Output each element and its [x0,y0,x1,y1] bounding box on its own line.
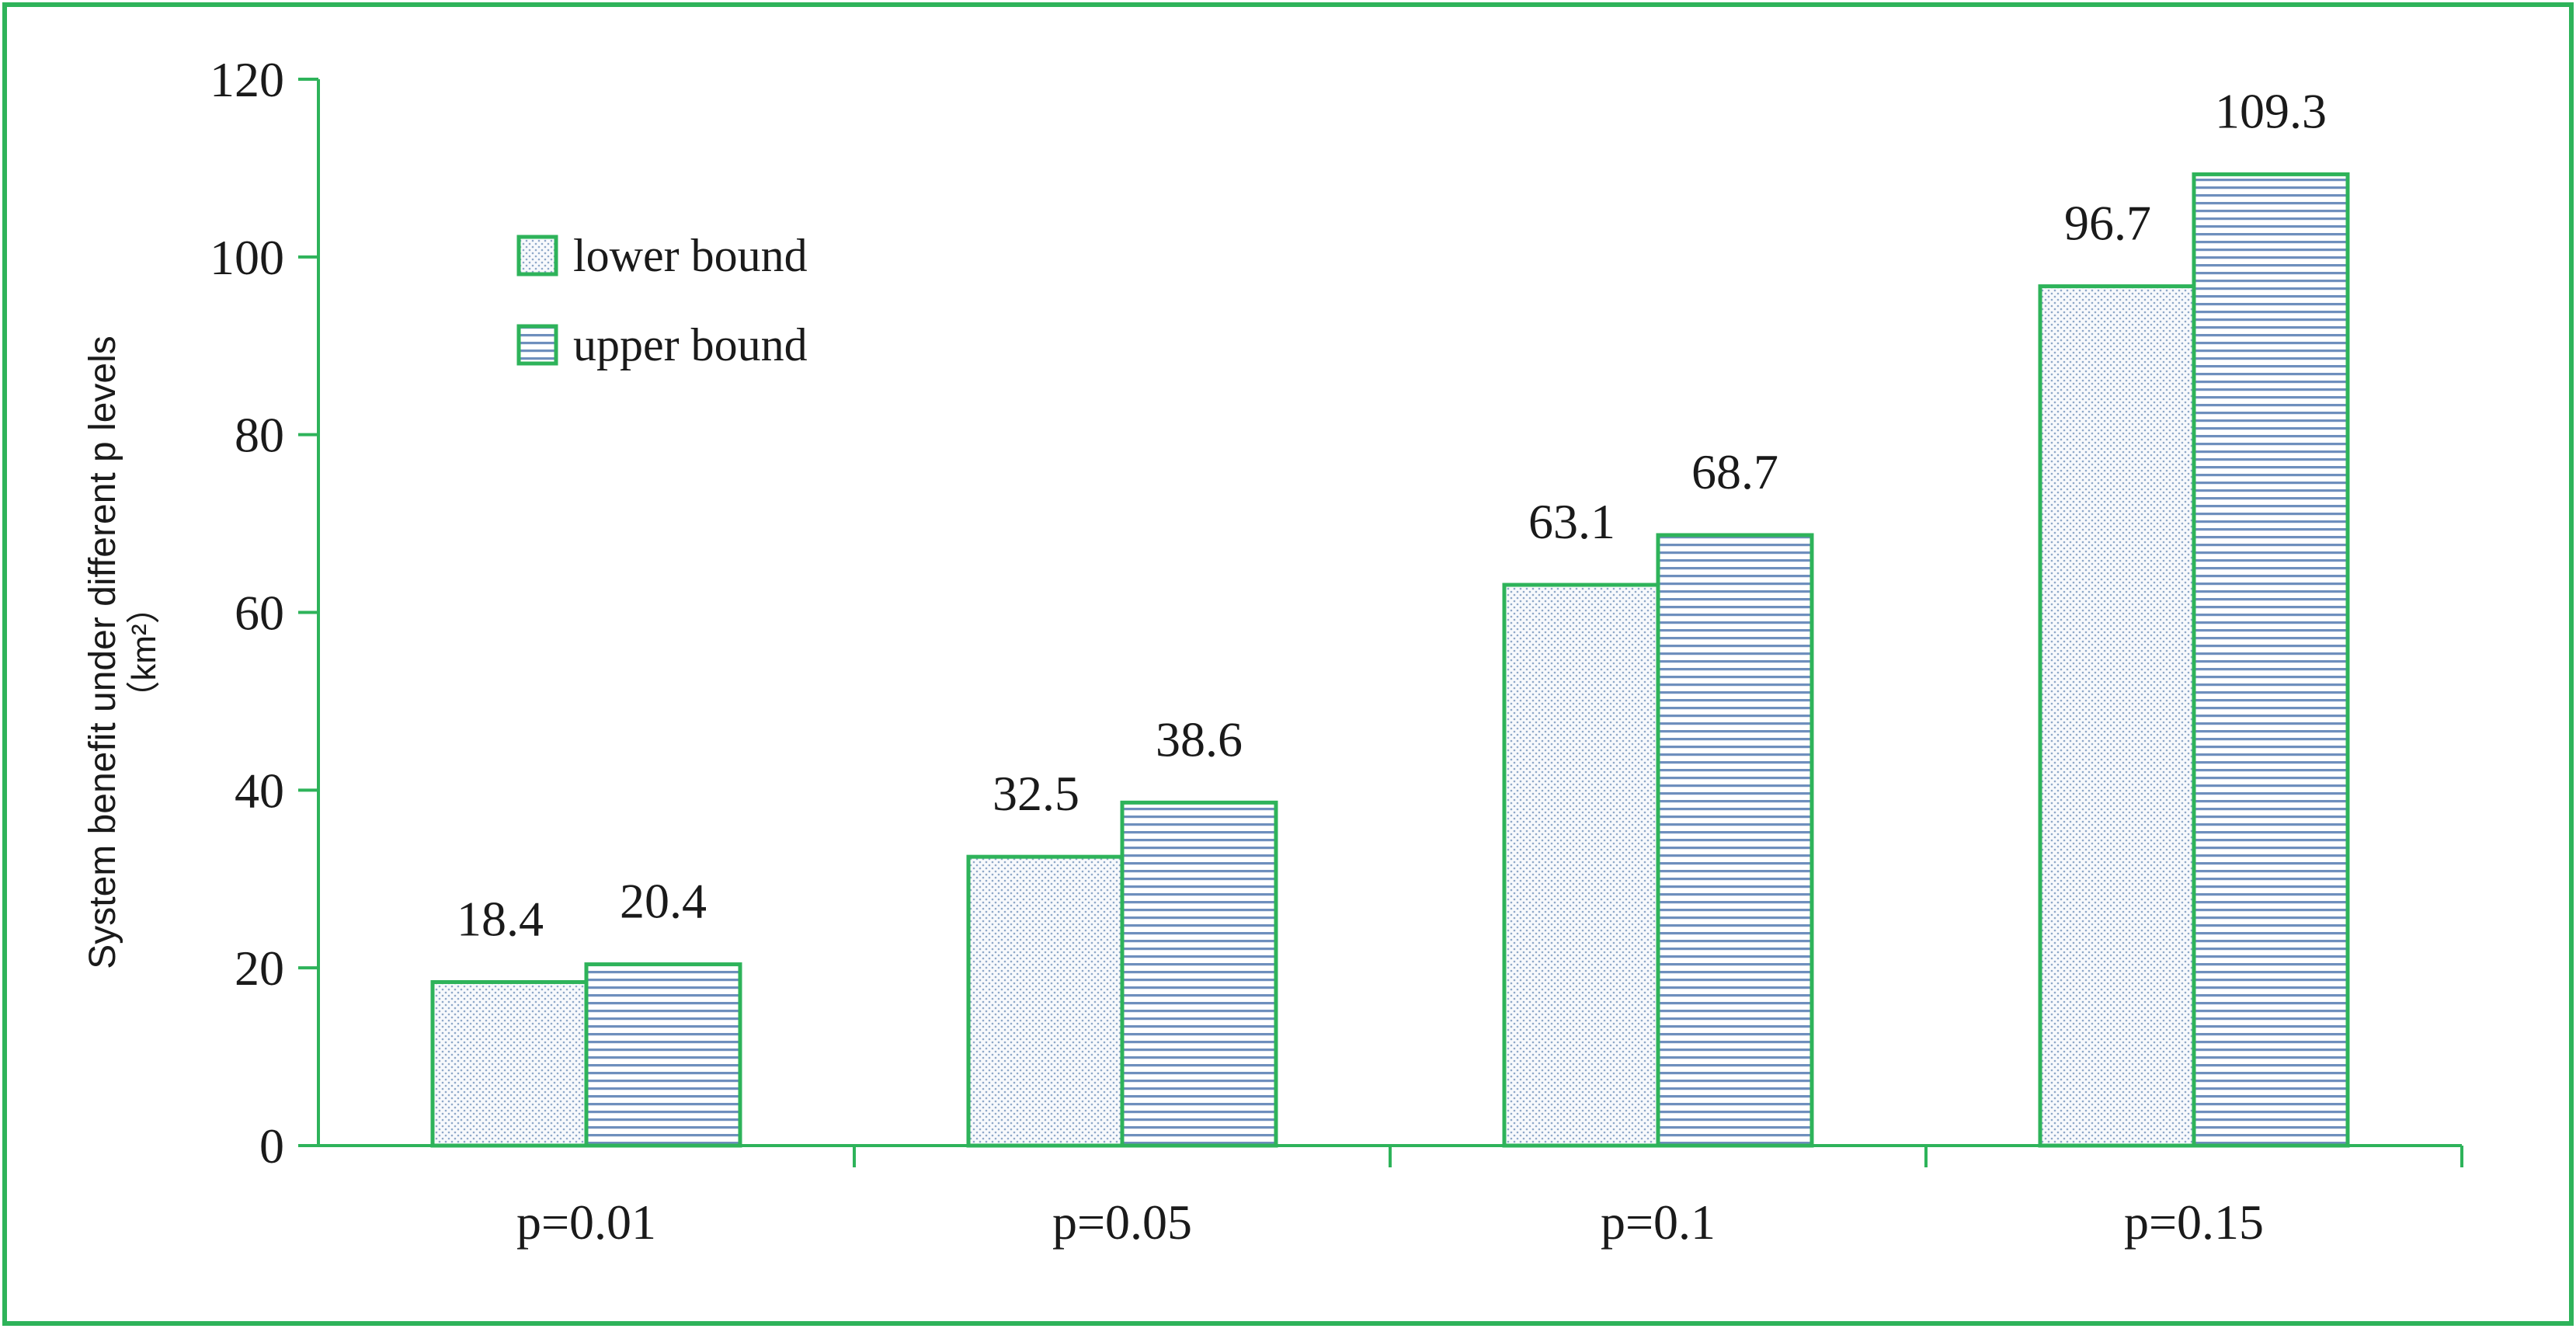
y-tick-label: 120 [210,52,284,107]
axes: 0 20 40 60 80 100 120 p=0.01 p=0.05 p=0.1 p=0.15 [210,52,2463,1250]
bar-value-label: 38.6 [1156,711,1243,767]
x-tick-label: p=0.01 [516,1195,656,1250]
y-axis-unit: （km²） [125,589,163,715]
bar-lower-bound [966,854,1125,1148]
x-tick-label: p=0.1 [1601,1195,1716,1250]
y-axis-title-group: System benefit under different p levels … [82,336,163,969]
bar-value-label: 109.3 [2215,83,2327,138]
legend-label: lower bound [573,230,808,281]
data-labels: 18.4 20.4 32.5 38.6 63.1 68.7 96.7 109.3 [457,83,2327,946]
legend: lower bound upper bound [516,230,808,370]
legend-swatch [516,235,558,276]
y-tick-label: 40 [235,763,284,818]
bar-lower-bound [2038,284,2196,1148]
bar-value-label: 32.5 [993,766,1079,821]
bar-lower-bound [1502,583,1660,1148]
bar-lower-bound [430,979,589,1148]
legend-swatch [516,324,558,366]
bar-upper-bound [584,962,742,1148]
bars [430,172,2350,1148]
y-tick-label: 80 [235,408,284,463]
legend-label: upper bound [573,319,808,370]
y-tick-label: 20 [235,941,284,996]
x-tick-label: p=0.05 [1052,1195,1192,1250]
y-tick-label: 0 [259,1118,284,1174]
bar-value-label: 63.1 [1528,494,1615,549]
y-tick-label: 60 [235,586,284,641]
y-tick-label: 100 [210,230,284,285]
x-tick-label: p=0.15 [2124,1195,2264,1250]
bar-value-label: 18.4 [457,891,544,946]
bar-upper-bound [1120,800,1278,1148]
bar-value-label: 20.4 [620,874,707,929]
bar-upper-bound [1656,533,1814,1148]
bar-value-label: 96.7 [2064,196,2151,251]
y-axis-title: System benefit under different p levels [82,336,123,969]
bar-upper-bound [2192,172,2350,1148]
bar-value-label: 68.7 [1691,444,1778,499]
